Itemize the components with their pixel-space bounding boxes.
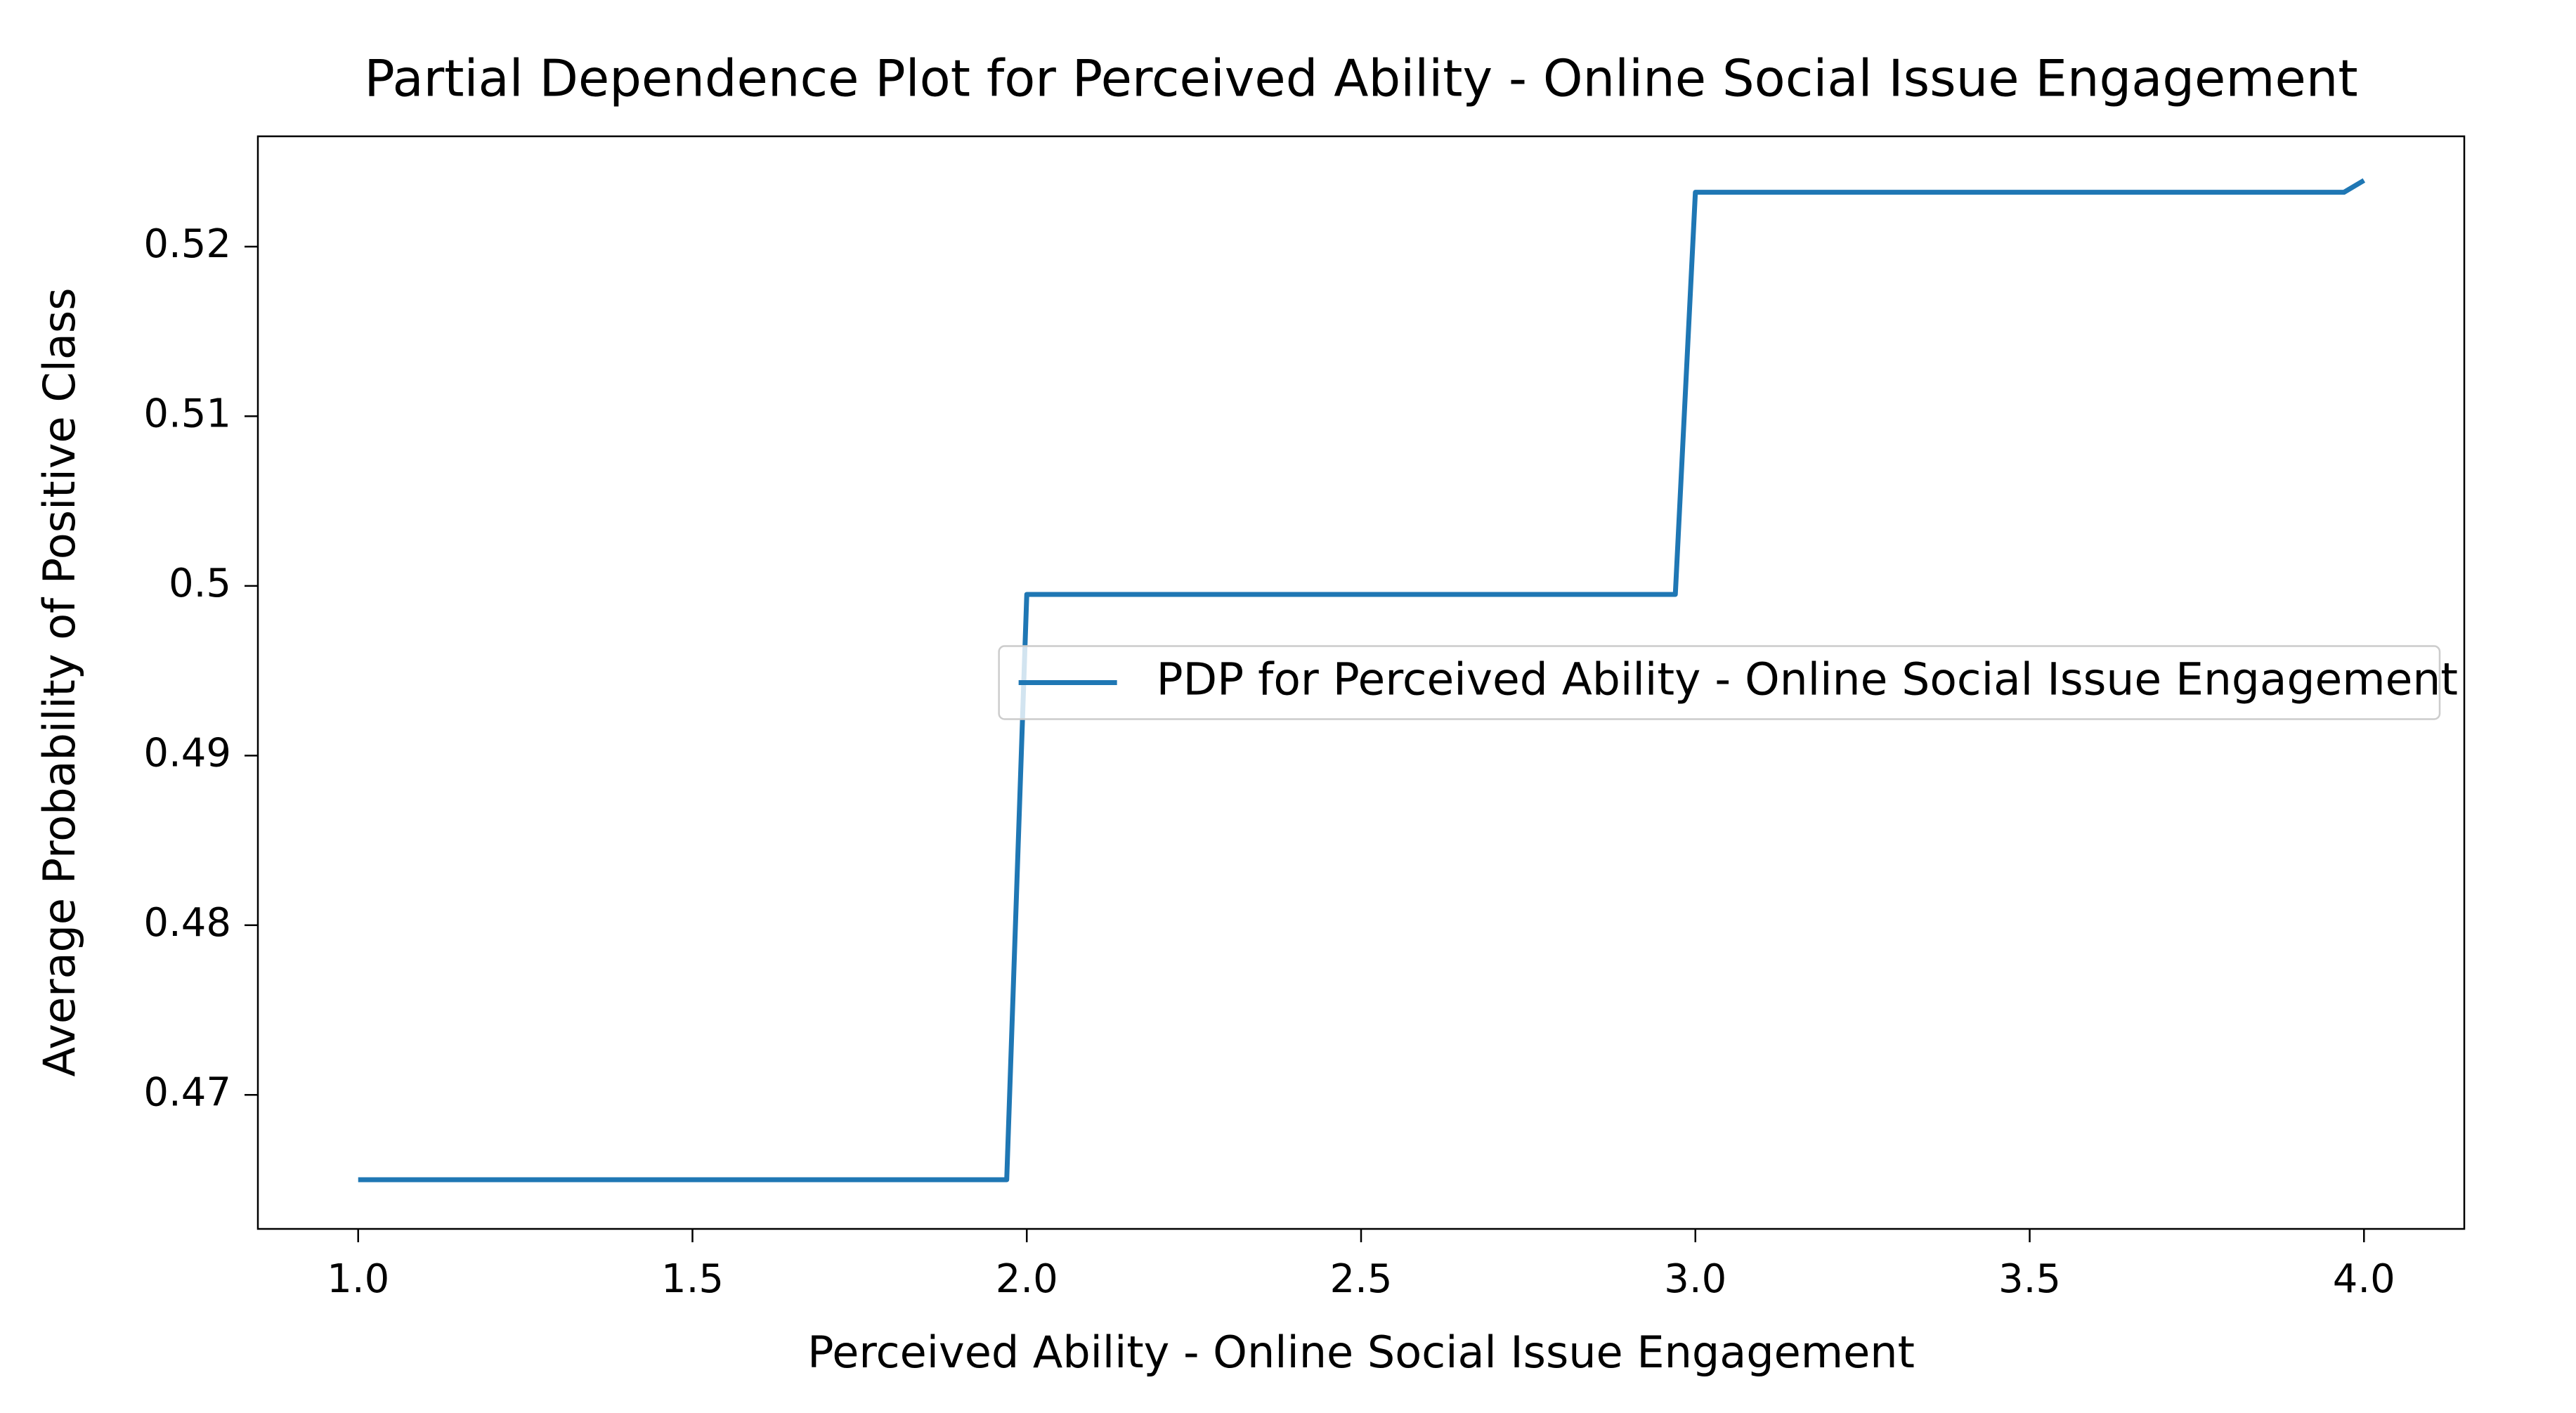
y-tick-label: 0.52	[143, 221, 231, 267]
x-tick-label: 3.0	[1664, 1256, 1726, 1302]
x-tick-label: 1.5	[661, 1256, 724, 1302]
x-tick-label: 4.0	[2333, 1256, 2395, 1302]
legend-box	[998, 645, 2441, 720]
x-axis-label: Perceived Ability - Online Social Issue …	[807, 1327, 1915, 1378]
y-tick-label: 0.5	[169, 561, 231, 606]
y-tick-label: 0.51	[143, 391, 231, 437]
x-tick-label: 1.0	[327, 1256, 389, 1302]
x-tick-label: 2.0	[996, 1256, 1058, 1302]
x-tick-label: 3.5	[1998, 1256, 2061, 1302]
y-tick-label: 0.49	[143, 730, 231, 776]
data-line	[358, 178, 2366, 1183]
legend: PDP for Perceived Ability - Online Socia…	[998, 645, 2458, 720]
chart-title: Partial Dependence Plot for Perceived Ab…	[364, 49, 2357, 108]
plot-frame	[256, 135, 2466, 1230]
y-axis-label: Average Probability of Positive Class	[34, 287, 85, 1076]
legend-label: PDP for Perceived Ability - Online Socia…	[1157, 654, 2458, 705]
x-tick-label: 2.5	[1329, 1256, 1392, 1302]
y-tick-label: 0.47	[143, 1069, 231, 1115]
y-tick-label: 0.48	[143, 900, 231, 946]
